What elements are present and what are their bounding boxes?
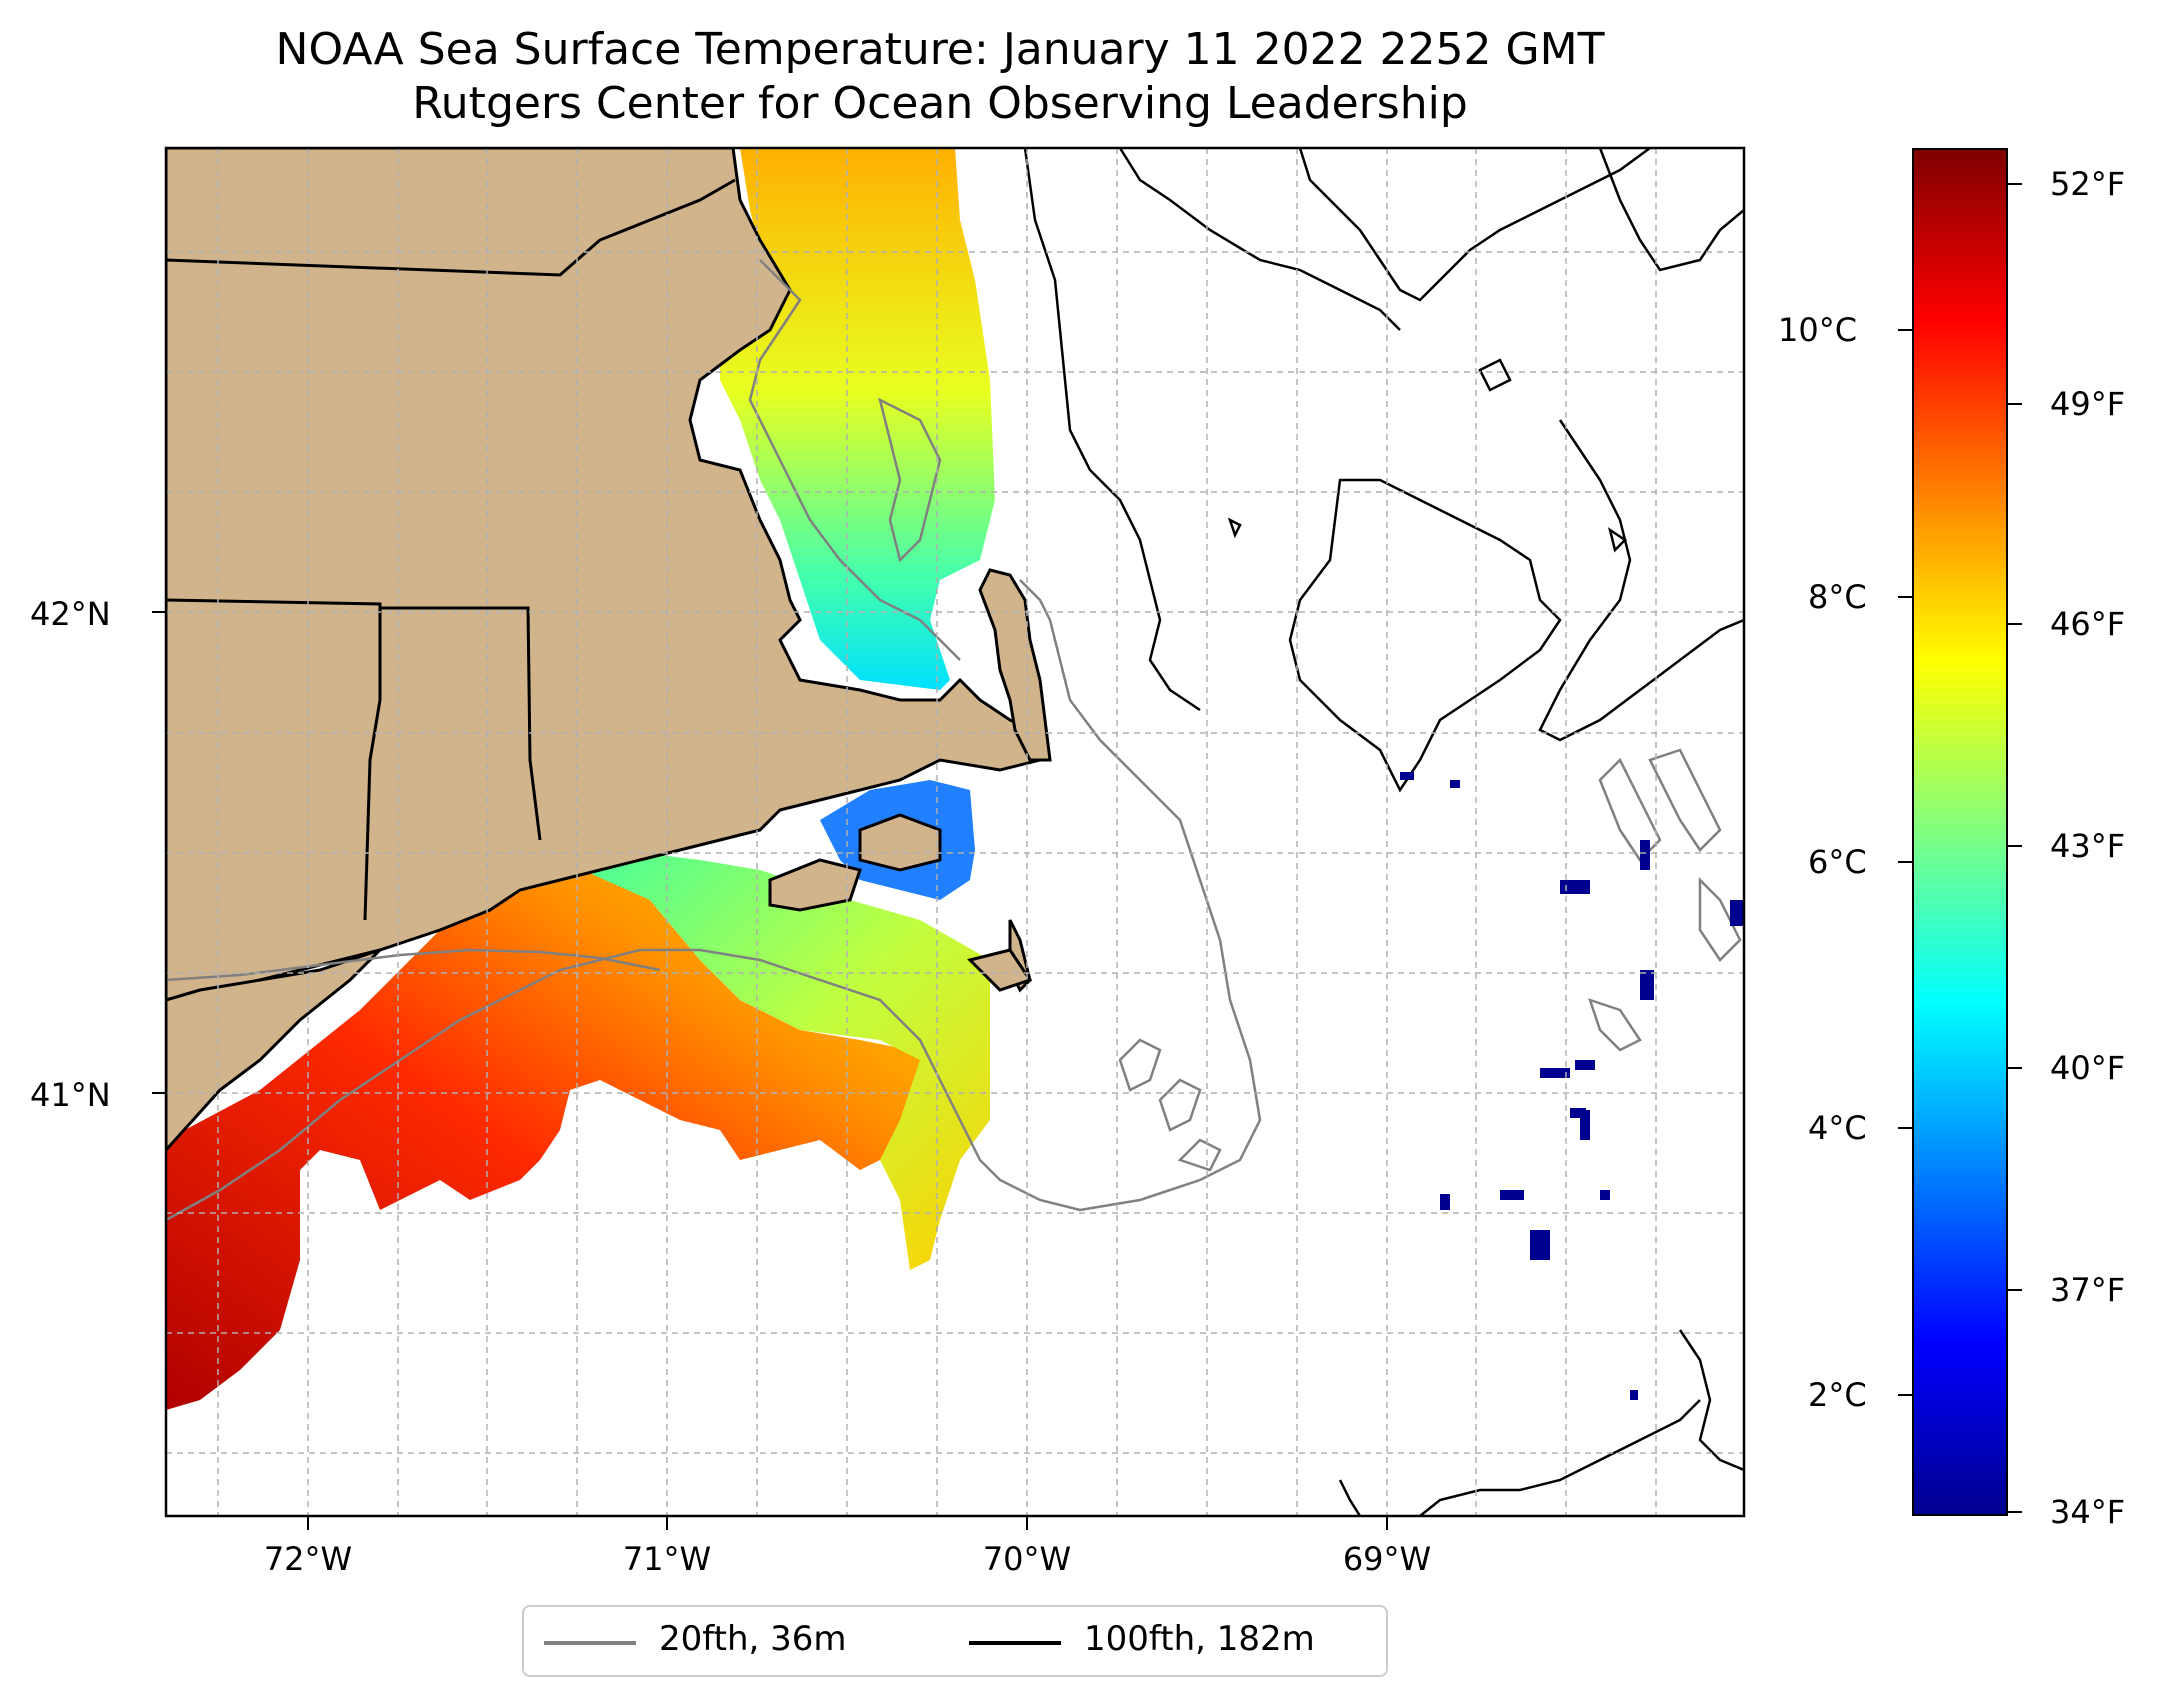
colorbar-celsius-label: 4°C	[1808, 1109, 1867, 1147]
colorbar-fahrenheit-label: 34°F	[2050, 1493, 2126, 1531]
colorbar-celsius-label: 6°C	[1808, 843, 1867, 881]
depth-contours	[166, 259, 1742, 1222]
colorbar-celsius-label: 2°C	[1808, 1376, 1867, 1414]
sst-warm-south	[166, 850, 980, 1410]
x-tick-label: 71°W	[622, 1540, 712, 1578]
x-tick-label: 69°W	[1342, 1540, 1432, 1578]
colorbar-fahrenheit-label: 40°F	[2050, 1049, 2126, 1087]
axis-ticks	[152, 611, 1388, 1530]
y-tick-label: 42°N	[30, 595, 111, 633]
cold-pixels	[1400, 772, 1744, 1400]
colorbar-fahrenheit-label: 43°F	[2050, 827, 2126, 865]
x-tick-label: 70°W	[982, 1540, 1072, 1578]
map-subtitle: Rutgers Center for Ocean Observing Leade…	[412, 78, 1468, 129]
legend-label-100fth: 100fth, 182m	[1084, 1619, 1315, 1659]
colorbar-fahrenheit-label: 49°F	[2050, 385, 2126, 423]
gridlines	[166, 148, 1744, 1516]
colorbar-celsius-label: 8°C	[1808, 578, 1867, 616]
legend-label-20fth: 20fth, 36m	[659, 1619, 847, 1659]
colorbar	[1912, 148, 2008, 1516]
map-title: NOAA Sea Surface Temperature: January 11…	[275, 24, 1605, 75]
map-frame	[164, 146, 1746, 1518]
colorbar-fahrenheit-label: 37°F	[2050, 1271, 2126, 1309]
x-tick-label: 72°W	[263, 1540, 353, 1578]
sst-north-field	[720, 148, 995, 690]
legend: 20fth, 36m 100fth, 182m	[522, 1605, 1388, 1677]
colorbar-celsius-label: 10°C	[1778, 311, 1858, 349]
legend-swatch-100fth	[969, 1641, 1061, 1645]
colorbar-fahrenheit-label: 52°F	[2050, 165, 2126, 203]
land	[166, 148, 1052, 1153]
coastline-east	[1023, 148, 1744, 1516]
colorbar-fahrenheit-label: 46°F	[2050, 605, 2126, 643]
y-tick-label: 41°N	[30, 1076, 111, 1114]
legend-swatch-20fth	[544, 1641, 636, 1645]
sst-green-band	[560, 850, 990, 1270]
